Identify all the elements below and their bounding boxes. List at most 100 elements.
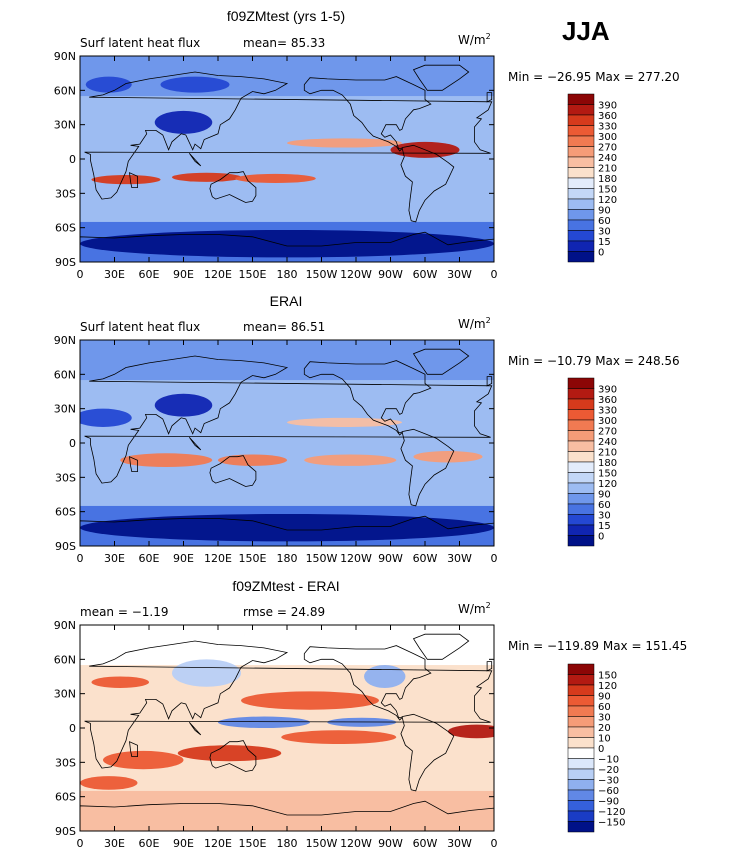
colorbar-box [567,167,595,179]
x-tick-label: 0 [491,837,498,850]
colorbar-box [567,135,595,147]
y-tick-label: 90N [54,50,76,63]
map-field-blob [235,173,316,184]
coastline [84,355,493,484]
coastline [188,722,202,736]
map-field-blob [80,810,494,829]
colorbar-label: 20 [598,723,611,734]
colorbar-box [567,716,595,728]
colorbar-box [567,535,595,547]
coastline [412,348,470,375]
colorbar-label: −90 [598,797,619,808]
colorbar-label: 270 [598,143,617,154]
x-tick-label: 90W [378,552,403,565]
colorbar-box [567,93,595,105]
colorbar-box [567,663,595,675]
colorbar-box [567,674,595,686]
colorbar-label: 10 [598,734,611,745]
coastline [84,640,493,769]
x-tick-label: 60W [413,268,438,281]
x-tick-label: 0 [77,268,84,281]
colorbar-box [567,146,595,158]
colorbar-label: 330 [598,122,617,133]
colorbar-box [567,377,595,389]
colorbar-label: 180 [598,458,617,469]
y-tick-label: 90S [55,540,76,553]
colorbar-box [567,789,595,801]
colorbar-box [567,810,595,822]
coastline [80,800,494,831]
colorbar-label: 15 [598,237,611,248]
colorbar-box [567,747,595,759]
map-field-blob [103,750,184,770]
x-tick-label: 90E [173,552,194,565]
map-field-blob [172,659,241,687]
y-tick-label: 30S [55,187,76,200]
colorbar-label: 60 [598,500,611,511]
colorbar-box [567,524,595,536]
y-tick-label: 30N [54,688,76,701]
x-tick-label: 120E [204,268,232,281]
coastline [303,76,432,152]
map-field-blob [91,676,149,688]
colorbar-label: 300 [598,132,617,143]
colorbar-label: 60 [598,216,611,227]
y-tick-label: 30S [55,756,76,769]
colorbar-box [567,503,595,515]
colorbar-label: 240 [598,437,617,448]
coastline [303,645,432,721]
colorbar-label: −10 [598,755,619,766]
map-field-blob [177,745,282,762]
y-tick-label: 0 [69,153,76,166]
map-field-blob [154,110,213,134]
colorbar-label: −30 [598,776,619,787]
colorbar-box [567,684,595,696]
x-tick-label: 150E [239,552,267,565]
x-tick-label: 120W [340,552,372,565]
colorbar-box [567,398,595,410]
colorbar-box [567,451,595,463]
colorbar-box [567,125,595,137]
colorbar-box [567,104,595,116]
x-tick-label: 30E [104,268,125,281]
coastline [209,740,257,772]
map-field-band [80,340,494,381]
colorbar-label: 120 [598,195,617,206]
season-label: JJA [562,16,610,46]
colorbar-box [567,240,595,252]
colorbar-label: 330 [598,406,617,417]
panel-1-title: f09ZMtest (yrs 1-5) [226,8,346,24]
map-field-blob [241,691,379,710]
x-tick-label: 150W [306,837,338,850]
coastline [129,741,138,757]
y-tick-label: 60N [54,653,76,666]
x-tick-label: 90W [378,837,403,850]
coastline [412,633,470,660]
colorbar-label: −150 [598,818,625,829]
colorbar-label: 30 [598,713,611,724]
colorbar-label: 0 [598,532,604,543]
colorbar-box [567,514,595,526]
colorbar-label: 150 [598,671,617,682]
y-tick-label: 60N [54,368,76,381]
y-tick-label: 60S [55,791,76,804]
colorbar-label: 30 [598,227,611,238]
map-field-band [80,625,494,666]
colorbar-label: 360 [598,111,617,122]
coastline [486,661,493,672]
x-tick-label: 120E [204,837,232,850]
coastline [188,153,202,167]
colorbar-label: 390 [598,101,617,112]
coastline [303,360,432,436]
colorbar-label: −60 [598,786,619,797]
panel-2-title: ERAI [269,293,303,309]
x-tick-label: 90E [173,268,194,281]
colorbar-box [567,388,595,400]
colorbar-label: 120 [598,479,617,490]
x-tick-label: 0 [491,552,498,565]
colorbar-label: 0 [598,744,604,755]
x-tick-label: 180 [277,552,298,565]
